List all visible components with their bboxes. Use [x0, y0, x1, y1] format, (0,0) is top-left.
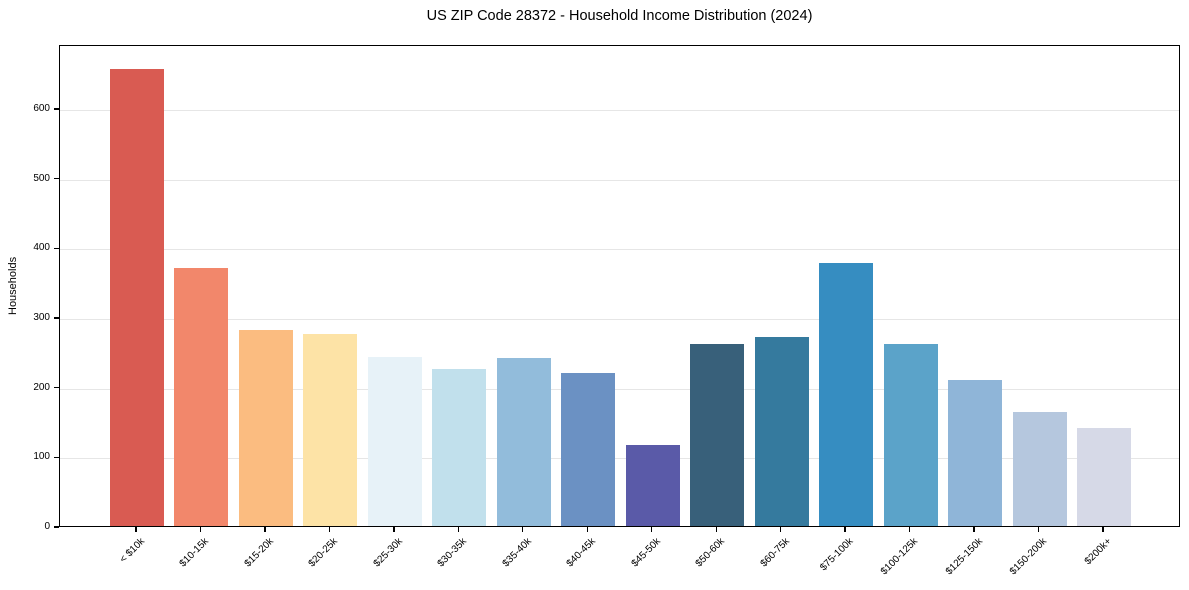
x-tick-label: $15-20k — [242, 536, 276, 570]
gridline-300 — [60, 319, 1179, 321]
plot-area — [59, 45, 1180, 527]
income-bar--125-150k — [948, 380, 1003, 526]
x-tick-label: $35-40k — [500, 536, 534, 570]
income-bar--60-75k — [754, 337, 809, 526]
income-bar--30-35k — [432, 369, 487, 526]
x-tick-mark — [586, 527, 588, 532]
x-tick-label: $25-30k — [371, 536, 405, 570]
x-tick-mark — [1037, 527, 1040, 532]
x-tick-label: $200k+ — [1082, 536, 1114, 568]
x-tick-mark — [779, 527, 782, 532]
income-bar--150-200k — [1012, 412, 1067, 526]
y-tick-label: 500 — [33, 172, 50, 184]
y-tick-mark — [54, 456, 59, 459]
y-tick-label: 600 — [33, 103, 50, 115]
gridline-500 — [60, 179, 1179, 181]
x-tick-mark — [328, 527, 331, 532]
gridline-400 — [60, 249, 1179, 251]
income-bar--35-40k — [496, 358, 551, 526]
y-tick-label: 200 — [33, 381, 50, 393]
x-tick-label: $100-125k — [879, 536, 921, 578]
x-tick-mark — [651, 527, 653, 532]
x-tick-label: $50-60k — [693, 536, 727, 570]
x-tick-mark — [844, 527, 846, 532]
x-tick-label: $75-100k — [818, 536, 856, 574]
x-tick-label: $60-75k — [758, 536, 792, 570]
x-tick-label: $10-15k — [177, 536, 212, 570]
x-tick-mark — [199, 527, 202, 532]
x-tick-mark — [715, 527, 717, 532]
x-tick-mark — [522, 527, 524, 532]
x-tick-label: $125-150k — [943, 536, 985, 578]
income-bar--75-100k — [819, 263, 874, 526]
income-bar--45-50k — [625, 445, 680, 526]
x-tick-mark — [457, 527, 460, 532]
income-bar--10k — [110, 69, 164, 526]
x-tick-mark — [264, 527, 266, 532]
gridline-200 — [60, 388, 1179, 390]
income-bar--50-60k — [690, 344, 745, 526]
y-tick-mark — [54, 317, 59, 319]
gridline-600 — [60, 110, 1179, 112]
y-tick-mark — [54, 247, 59, 250]
y-tick-label: 300 — [33, 312, 50, 324]
income-bar--200k+ — [1077, 428, 1131, 526]
y-tick-mark — [54, 108, 59, 110]
income-bar--100-125k — [883, 344, 938, 526]
x-tick-label: $20-25k — [306, 536, 341, 570]
y-tick-label: 0 — [44, 521, 50, 532]
income-bar--25-30k — [367, 357, 422, 526]
x-tick-mark — [393, 527, 395, 532]
y-tick-label: 400 — [33, 242, 50, 254]
income-bar--10-15k — [174, 268, 229, 526]
income-bar--40-45k — [561, 373, 616, 526]
y-tick-label: 100 — [33, 451, 50, 463]
x-tick-label: < $10k — [117, 536, 147, 566]
income-bar--15-20k — [238, 330, 293, 526]
y-tick-mark — [54, 178, 59, 180]
gridline-100 — [60, 458, 1179, 460]
x-tick-mark — [1102, 527, 1104, 532]
x-tick-label: $150-200k — [1008, 536, 1050, 578]
x-tick-mark — [908, 527, 911, 532]
y-tick-mark — [54, 386, 59, 389]
income-bar--20-25k — [303, 334, 358, 526]
x-tick-label: $30-35k — [435, 536, 470, 570]
chart-title: US ZIP Code 28372 - Household Income Dis… — [426, 8, 813, 24]
x-tick-label: $45-50k — [629, 536, 663, 570]
x-tick-mark — [973, 527, 975, 532]
x-tick-label: $40-45k — [564, 536, 599, 570]
x-tick-mark — [135, 527, 137, 532]
y-tick-mark — [54, 526, 59, 528]
